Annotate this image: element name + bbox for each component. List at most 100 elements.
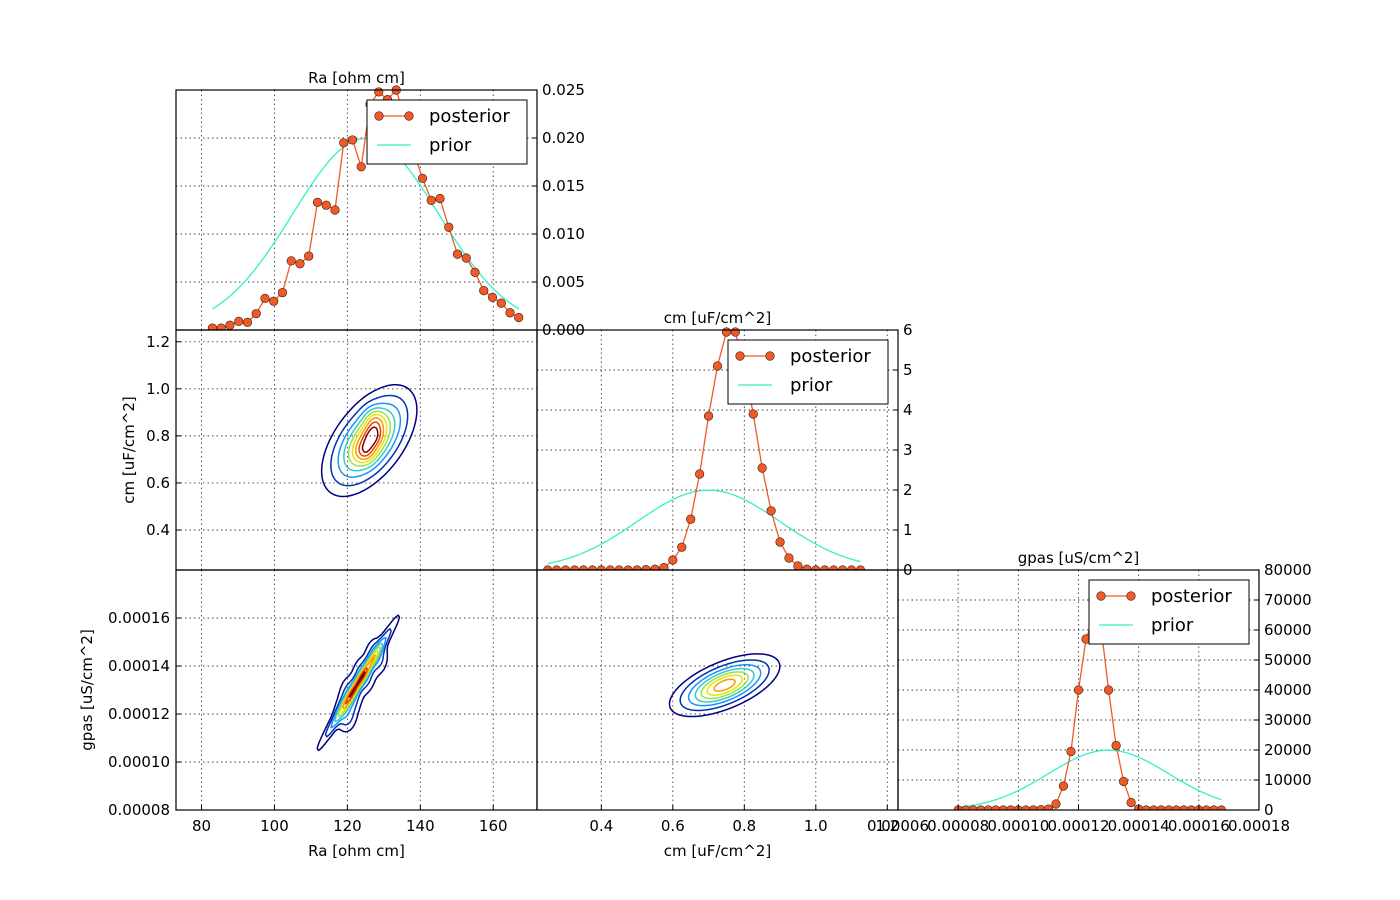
posterior-point: [1164, 805, 1174, 810]
posterior-point: [417, 173, 428, 183]
posterior-point: [1126, 797, 1136, 808]
legend-label-prior: prior: [1151, 615, 1194, 636]
posterior-point: [1186, 805, 1196, 810]
y-tick-label: 3: [903, 441, 913, 459]
posterior-point: [444, 222, 454, 232]
posterior-point: [479, 286, 489, 296]
posterior-point: [347, 135, 358, 145]
posterior-point: [1028, 805, 1038, 810]
posterior-point: [207, 323, 218, 330]
panel-title: gpas [uS/cm^2]: [1018, 549, 1140, 567]
posterior-point: [330, 205, 340, 215]
x-tick-label: 80: [192, 817, 211, 835]
contour-level-2: [679, 659, 770, 712]
y-tick-label: 6: [903, 321, 913, 339]
posterior-point: [1058, 781, 1069, 791]
posterior-point: [650, 564, 660, 570]
x-axis-label: Ra [ohm cm]: [308, 842, 405, 860]
posterior-point: [234, 316, 244, 326]
contour-level-7: [355, 417, 385, 461]
y-tick-label: 0.00012: [108, 705, 170, 723]
posterior-point: [452, 249, 463, 259]
posterior-point: [1043, 804, 1054, 810]
contour-level-3: [337, 402, 402, 478]
posterior-point: [514, 312, 524, 323]
legend-box: [1088, 579, 1250, 645]
prior-curve: [958, 749, 1222, 809]
posterior-point: [614, 565, 624, 570]
posterior-point: [277, 287, 288, 298]
posterior-point: [596, 565, 606, 570]
posterior-point: [968, 805, 978, 810]
contour-level-3: [687, 663, 762, 707]
posterior-point: [998, 805, 1008, 810]
posterior-point: [668, 555, 678, 565]
posterior-point: [659, 563, 669, 570]
y-tick-label: 0.020: [542, 129, 585, 147]
contour-level-5: [347, 410, 392, 467]
posterior-point: [775, 537, 785, 547]
posterior-point: [766, 506, 776, 516]
posterior-point: [356, 162, 366, 172]
gpas-vs-ra-contour-panel: 0.00008 0.00010 0.00012 0.00014 0.00016 gpas …: [78, 569, 538, 860]
contour-level-6: [351, 413, 388, 464]
posterior-point: [426, 195, 436, 205]
y-tick-label: 0.6: [146, 474, 170, 492]
posterior-point: [1111, 740, 1121, 751]
x-tick-label: 0.4: [589, 817, 613, 835]
legend-label-posterior: posterior: [429, 106, 510, 127]
posterior-point: [1073, 685, 1084, 695]
y-tick-label: 0.00016: [108, 609, 170, 627]
plot-frame: [536, 569, 899, 811]
contour-level-2: [330, 394, 409, 487]
posterior-point: [1141, 805, 1151, 810]
contour-level-4: [343, 407, 396, 472]
posterior-point: [1119, 776, 1129, 787]
posterior-point: [846, 565, 857, 570]
gpas-marginal-panel: 0 10000 20000 30000 40000 50000 60000 70000 8000…: [867, 549, 1312, 835]
posterior-point: [820, 565, 830, 570]
posterior-point: [321, 200, 331, 210]
posterior-point: [811, 565, 821, 570]
posterior-point: [560, 565, 571, 570]
posterior-point: [793, 561, 803, 570]
posterior-point: [721, 327, 732, 337]
contour-level-2: [324, 628, 392, 738]
panel-title: cm [uF/cm^2]: [664, 309, 772, 327]
legend-posterior-marker: [1096, 591, 1106, 601]
posterior-point: [505, 308, 515, 318]
contour-level-1: [316, 614, 401, 752]
posterior-point: [1179, 805, 1189, 810]
legend-label-prior: prior: [790, 375, 833, 396]
y-tick-label: 10000: [1264, 771, 1312, 789]
posterior-point: [1149, 805, 1159, 810]
y-tick-label: 80000: [1264, 561, 1312, 579]
posterior-point: [976, 805, 986, 810]
y-tick-label: 0.025: [542, 81, 585, 99]
posterior-point: [748, 409, 758, 419]
y-tick-label: 5: [903, 361, 913, 379]
contour-level-3: [330, 636, 387, 729]
posterior-point: [802, 564, 812, 570]
y-tick-label: 0.8: [146, 427, 170, 445]
contour-level-6: [706, 674, 743, 696]
legend-label-posterior: posterior: [1151, 586, 1232, 607]
y-tick-label: 0.005: [542, 273, 585, 291]
posterior-point: [1006, 805, 1016, 810]
x-tick-label: 0.00018: [1228, 817, 1290, 835]
y-tick-label: 70000: [1264, 591, 1312, 609]
posterior-point: [703, 411, 714, 421]
x-tick-label: 0.00014: [1108, 817, 1170, 835]
posterior-point: [339, 138, 349, 148]
posterior-point: [543, 565, 553, 570]
legend: posterior prior: [727, 339, 889, 405]
y-tick-label: 50000: [1264, 651, 1312, 669]
posterior-point: [269, 296, 279, 306]
posterior-point: [605, 565, 615, 570]
posterior-point: [461, 253, 471, 263]
posterior-point: [587, 565, 597, 570]
contour-level-9: [361, 426, 379, 453]
posterior-point: [374, 87, 384, 97]
y-axis-label: gpas [uS/cm^2]: [78, 629, 96, 751]
